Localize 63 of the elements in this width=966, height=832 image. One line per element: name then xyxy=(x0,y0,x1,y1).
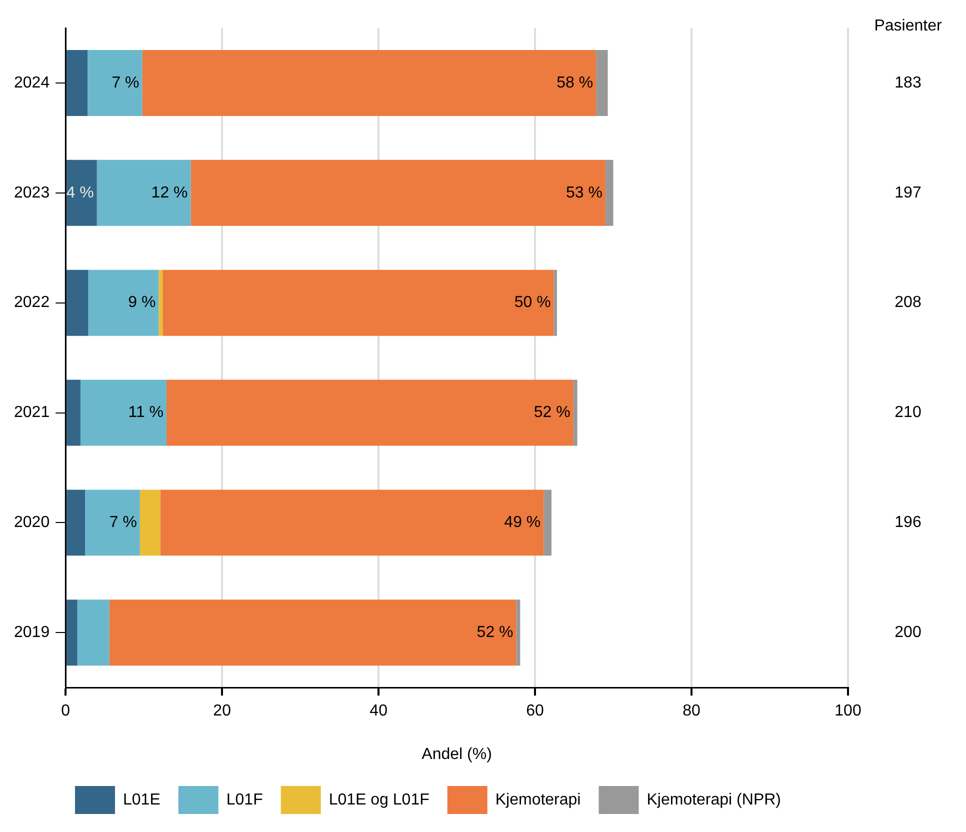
bar xyxy=(166,380,574,446)
data-label: 58 % xyxy=(556,74,594,92)
data-label: 50 % xyxy=(514,294,551,312)
bar xyxy=(160,490,544,556)
x-tick-label: 20 xyxy=(213,702,232,720)
data-label: 53 % xyxy=(566,184,602,202)
y-tick-label: 2019 xyxy=(14,624,50,642)
bar xyxy=(554,270,557,336)
bar xyxy=(66,600,78,666)
data-label: 12 % xyxy=(151,184,188,202)
text: 183 xyxy=(894,74,922,92)
y-tick-label: 2021 xyxy=(14,404,50,422)
legend-label: L01E og L01F xyxy=(328,791,430,808)
bar xyxy=(66,50,88,116)
bar xyxy=(605,160,614,226)
bar xyxy=(88,270,159,336)
y-tick-label: 2024 xyxy=(14,74,50,92)
data-label: 49 % xyxy=(504,514,541,532)
data-label: 4 % xyxy=(66,184,94,202)
text: 196 xyxy=(894,514,922,532)
bar xyxy=(85,490,140,556)
text: 197 xyxy=(894,184,922,202)
y-tick-label: 2020 xyxy=(14,514,50,532)
bar xyxy=(544,490,552,556)
data-label: 52 % xyxy=(534,404,570,422)
x-axis-title: Andel (%) xyxy=(422,746,492,763)
bar xyxy=(96,160,191,226)
bar xyxy=(596,50,608,116)
x-tick-label: 80 xyxy=(682,702,701,720)
data-label: 9 % xyxy=(128,294,156,312)
bar xyxy=(158,270,163,336)
legend-label: Kjemoterapi (NPR) xyxy=(646,791,782,808)
bar xyxy=(77,600,110,666)
bar xyxy=(516,600,520,666)
text: 200 xyxy=(894,624,922,642)
bar xyxy=(190,160,606,226)
data-label: 7 % xyxy=(109,514,137,532)
legend-label: L01E xyxy=(123,791,160,808)
y-tick-label: 2023 xyxy=(14,184,50,202)
bar xyxy=(573,380,578,446)
bar xyxy=(66,270,88,336)
text: 208 xyxy=(894,294,922,312)
text: 210 xyxy=(894,404,922,422)
bar xyxy=(140,490,160,556)
text: Pasienter xyxy=(874,17,942,34)
bar xyxy=(162,270,554,336)
data-label: 7 % xyxy=(112,74,140,92)
legend-label: Kjemoterapi xyxy=(495,791,581,808)
y-tick-label: 2022 xyxy=(14,294,50,312)
bar xyxy=(142,50,596,116)
data-label: 52 % xyxy=(476,624,514,642)
bar xyxy=(109,600,516,666)
bar xyxy=(66,160,97,226)
x-tick-label: 60 xyxy=(526,702,544,720)
bar xyxy=(88,50,142,116)
x-tick-label: 40 xyxy=(370,702,388,720)
bar xyxy=(66,380,80,446)
bar xyxy=(80,380,167,446)
x-tick-label: 100 xyxy=(834,702,862,720)
data-label: 11 % xyxy=(128,404,164,422)
bar xyxy=(66,490,86,556)
legend-label: L01F xyxy=(226,791,264,808)
x-tick-label: 0 xyxy=(61,702,70,720)
